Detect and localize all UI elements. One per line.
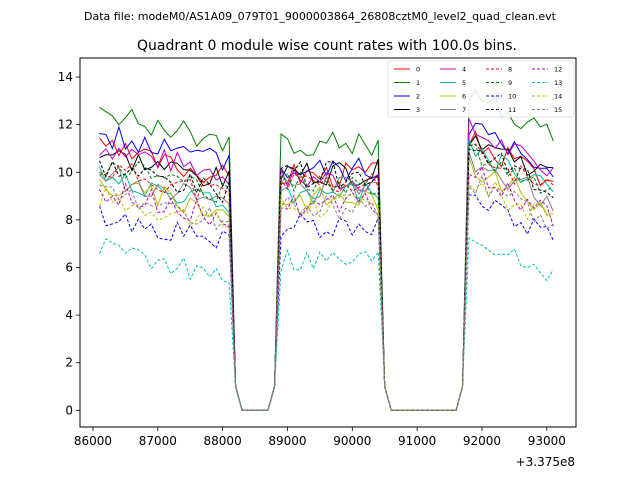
series-line-1 — [99, 88, 554, 411]
x-tick-label-93000: 93000 — [528, 434, 566, 448]
legend-label-9: 9 — [508, 79, 512, 87]
x-offset-label: +3.375e8 — [516, 455, 575, 469]
series-line-14 — [99, 180, 554, 411]
series-line-4 — [99, 118, 554, 411]
plot-layer: 86000 87000 88000 89000 90000 91000 92000 93000… — [58, 70, 566, 448]
series-line-12 — [99, 165, 554, 411]
legend-label-12: 12 — [554, 66, 562, 74]
series-line-11 — [99, 148, 554, 411]
y-tick-label-2: 2 — [65, 356, 73, 370]
x-tick-label-88000: 88000 — [204, 434, 242, 448]
y-tick-label-12: 12 — [58, 118, 73, 132]
x-tick-label-86000: 86000 — [74, 434, 112, 448]
y-tick-label-10: 10 — [58, 165, 73, 179]
series-line-6 — [99, 157, 554, 411]
legend-frame — [387, 60, 575, 118]
legend-label-15: 15 — [554, 106, 562, 114]
series-line-7 — [99, 151, 554, 411]
series-line-10 — [99, 194, 554, 411]
legend-label-14: 14 — [554, 93, 562, 101]
y-tick-label-6: 6 — [65, 260, 73, 274]
legend-label-3: 3 — [416, 106, 420, 114]
x-tick-label-90000: 90000 — [333, 434, 371, 448]
chart-title: Quadrant 0 module wise count rates with … — [137, 38, 517, 54]
plot-frame — [79, 57, 577, 428]
series-line-15 — [99, 173, 554, 411]
series-line-9 — [99, 144, 554, 411]
figure-suptitle: Data file: modeM0/AS1A09_079T01_90000038… — [84, 10, 557, 23]
legend-label-7: 7 — [462, 106, 466, 114]
legend-label-13: 13 — [554, 79, 562, 87]
x-tick-label-91000: 91000 — [398, 434, 436, 448]
series-line-3 — [99, 134, 554, 411]
x-tick-label-87000: 87000 — [139, 434, 177, 448]
x-tick-label-92000: 92000 — [463, 434, 501, 448]
series-line-5 — [99, 139, 554, 411]
legend-label-5: 5 — [462, 79, 466, 87]
legend-label-1: 1 — [416, 79, 420, 87]
series-line-0 — [99, 130, 554, 411]
y-tick-label-4: 4 — [65, 308, 73, 322]
legend-label-4: 4 — [462, 66, 466, 74]
legend-label-6: 6 — [462, 93, 466, 101]
series-line-8 — [99, 143, 554, 411]
legend-label-2: 2 — [416, 93, 420, 101]
legend-label-0: 0 — [416, 66, 420, 74]
y-tick-label-14: 14 — [58, 70, 73, 84]
series-line-13 — [99, 236, 554, 411]
legend-label-10: 10 — [508, 93, 516, 101]
legend-label-8: 8 — [508, 66, 512, 74]
x-tick-label-89000: 89000 — [268, 434, 306, 448]
y-tick-label-0: 0 — [65, 403, 73, 417]
y-tick-label-8: 8 — [65, 213, 73, 227]
legend-label-11: 11 — [508, 106, 516, 114]
